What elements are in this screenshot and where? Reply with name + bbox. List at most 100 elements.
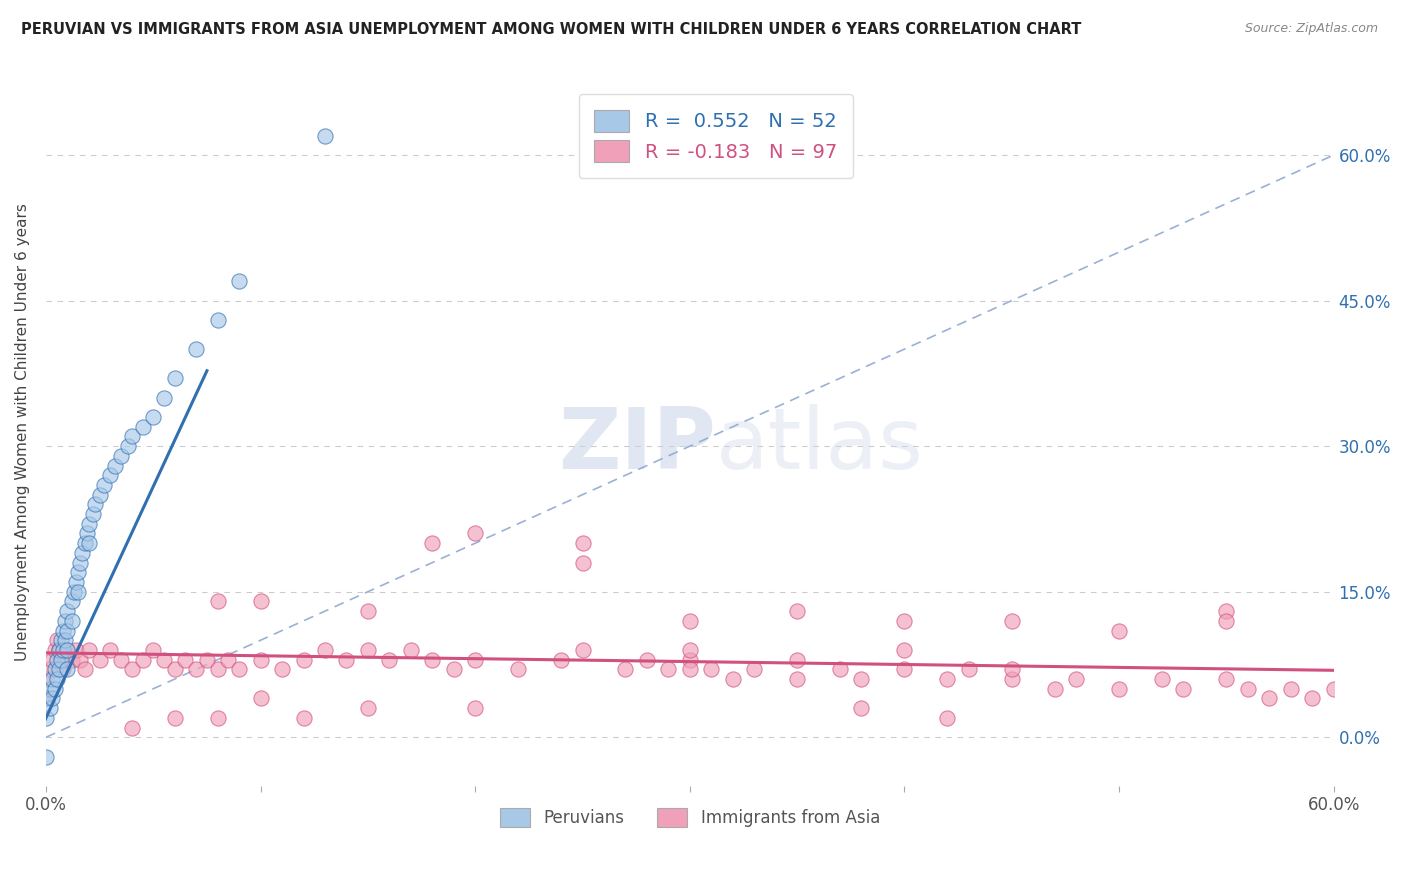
Point xyxy=(828,662,851,676)
Text: Source: ZipAtlas.com: Source: ZipAtlas.com xyxy=(1244,22,1378,36)
Point xyxy=(84,497,107,511)
Point xyxy=(104,458,127,473)
Point xyxy=(679,643,702,657)
Point xyxy=(53,614,76,628)
Point xyxy=(163,371,186,385)
Point xyxy=(314,643,336,657)
Point xyxy=(48,643,70,657)
Point xyxy=(357,643,380,657)
Point xyxy=(464,526,486,541)
Point xyxy=(936,711,959,725)
Point xyxy=(35,672,58,686)
Point xyxy=(893,662,915,676)
Point xyxy=(35,749,58,764)
Point xyxy=(335,653,357,667)
Point xyxy=(893,614,915,628)
Point xyxy=(679,653,702,667)
Point xyxy=(721,672,744,686)
Point xyxy=(1001,614,1024,628)
Point xyxy=(1108,681,1130,696)
Point xyxy=(41,691,63,706)
Point xyxy=(82,507,104,521)
Y-axis label: Unemployment Among Women with Children Under 6 years: Unemployment Among Women with Children U… xyxy=(15,202,30,661)
Point xyxy=(893,643,915,657)
Point xyxy=(49,653,72,667)
Point xyxy=(117,439,139,453)
Point xyxy=(1258,691,1281,706)
Point xyxy=(174,653,197,667)
Point xyxy=(571,643,593,657)
Point xyxy=(39,662,62,676)
Point xyxy=(67,566,90,580)
Point xyxy=(52,662,75,676)
Point xyxy=(508,662,530,676)
Point xyxy=(249,691,271,706)
Point xyxy=(228,662,250,676)
Point xyxy=(614,662,637,676)
Point xyxy=(65,574,87,589)
Text: ZIP: ZIP xyxy=(558,404,716,487)
Point xyxy=(1215,614,1237,628)
Point xyxy=(39,681,62,696)
Point xyxy=(186,662,208,676)
Point xyxy=(41,653,63,667)
Point xyxy=(786,604,808,618)
Point xyxy=(35,711,58,725)
Point xyxy=(98,643,121,657)
Point xyxy=(378,653,401,667)
Point xyxy=(786,672,808,686)
Point xyxy=(420,536,443,550)
Point xyxy=(48,643,70,657)
Point xyxy=(1001,662,1024,676)
Point xyxy=(292,711,315,725)
Point xyxy=(657,662,679,676)
Point xyxy=(1108,624,1130,638)
Point xyxy=(163,662,186,676)
Point xyxy=(186,342,208,356)
Point xyxy=(636,653,658,667)
Point xyxy=(121,429,143,443)
Point xyxy=(73,536,96,550)
Point xyxy=(93,478,115,492)
Point xyxy=(228,274,250,288)
Point xyxy=(153,391,176,405)
Legend: Peruvians, Immigrants from Asia: Peruvians, Immigrants from Asia xyxy=(494,802,887,834)
Point xyxy=(44,681,66,696)
Point xyxy=(63,584,86,599)
Point xyxy=(571,556,593,570)
Point xyxy=(45,672,67,686)
Point xyxy=(131,419,153,434)
Point xyxy=(56,604,79,618)
Point xyxy=(207,662,229,676)
Point xyxy=(53,653,76,667)
Point xyxy=(399,643,422,657)
Point xyxy=(39,701,62,715)
Point xyxy=(72,546,94,560)
Point xyxy=(52,643,75,657)
Point xyxy=(44,643,66,657)
Point xyxy=(571,536,593,550)
Point xyxy=(35,691,58,706)
Point xyxy=(550,653,572,667)
Point xyxy=(163,711,186,725)
Point xyxy=(69,653,91,667)
Point xyxy=(851,672,873,686)
Point xyxy=(292,653,315,667)
Point xyxy=(464,653,486,667)
Point xyxy=(35,691,58,706)
Point xyxy=(60,594,83,608)
Point xyxy=(52,624,75,638)
Point xyxy=(60,614,83,628)
Point xyxy=(69,556,91,570)
Point xyxy=(742,662,765,676)
Point xyxy=(142,410,165,425)
Point xyxy=(73,662,96,676)
Point xyxy=(786,653,808,667)
Point xyxy=(67,584,90,599)
Point xyxy=(957,662,980,676)
Point xyxy=(45,633,67,648)
Point xyxy=(249,653,271,667)
Point xyxy=(89,653,111,667)
Point xyxy=(142,643,165,657)
Point xyxy=(1215,604,1237,618)
